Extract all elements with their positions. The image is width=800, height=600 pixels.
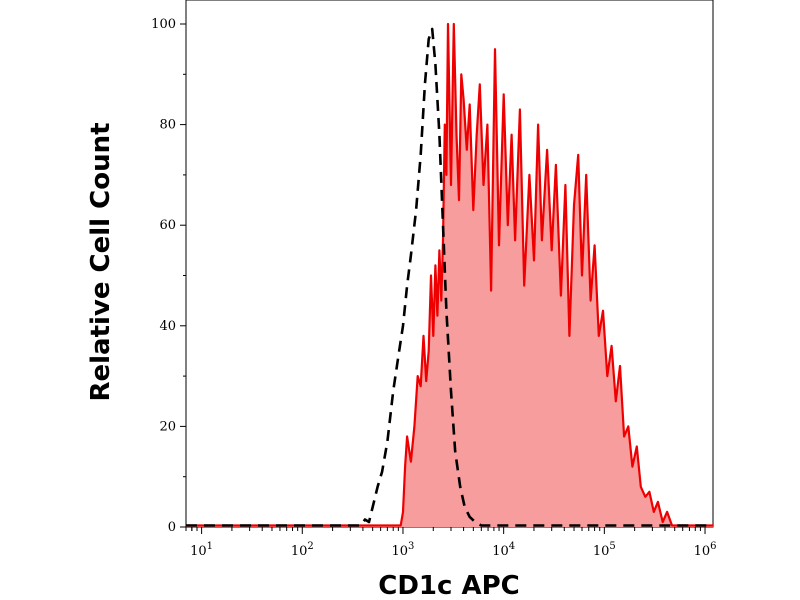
- y-tick-label: 0: [168, 520, 176, 535]
- sample-histogram-line: [186, 22, 713, 527]
- y-tick-label: 60: [159, 218, 176, 233]
- x-tick-label: 101: [190, 541, 213, 559]
- x-tick-label: 106: [694, 541, 717, 559]
- x-tick-label: 105: [593, 541, 616, 559]
- y-tick-label: 80: [159, 118, 176, 133]
- axes-layer: 0 20 40 60 80 100 101 102 103 104 105 106: [151, 17, 716, 559]
- x-axis-title: CD1c APC: [378, 571, 519, 600]
- y-axis-title: Relative Cell Count: [86, 122, 116, 401]
- y-tick-label: 100: [151, 17, 176, 32]
- x-tick-label: 102: [291, 541, 314, 559]
- x-tick-label: 103: [392, 541, 415, 559]
- series-layer: [186, 22, 713, 527]
- x-tick-label: 104: [492, 541, 515, 559]
- y-tick-label: 20: [159, 419, 176, 434]
- y-tick-label: 40: [159, 319, 176, 334]
- control-histogram-dashed-line: [186, 27, 713, 527]
- sample-histogram-fill: [186, 24, 713, 527]
